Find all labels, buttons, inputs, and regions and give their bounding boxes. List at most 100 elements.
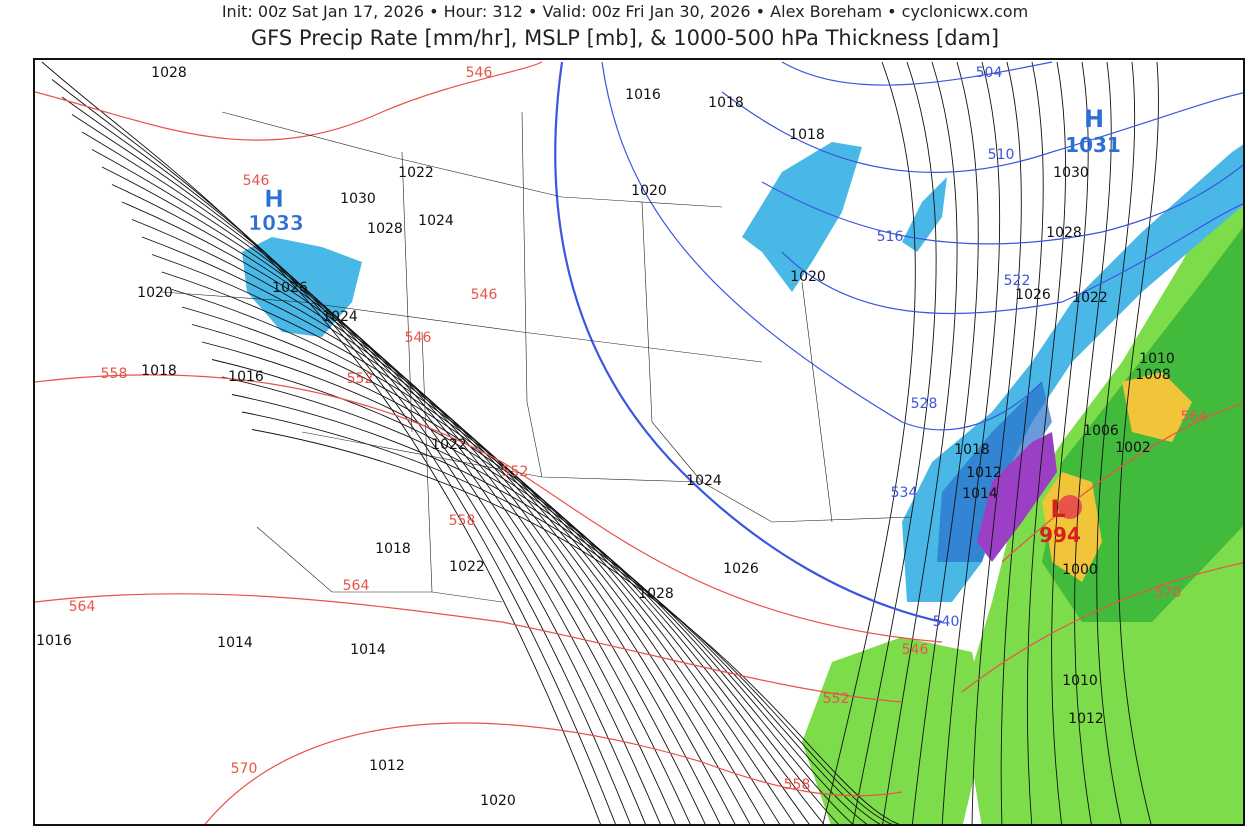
isobar-line xyxy=(1051,61,1089,824)
isobar-label: 1012 xyxy=(966,465,1002,481)
isobar-line xyxy=(911,61,979,824)
isobar-line xyxy=(191,324,825,824)
isobar-line xyxy=(161,271,781,824)
isobar-line xyxy=(51,79,616,824)
isobar-label: 1028 xyxy=(151,65,187,81)
isobar-line xyxy=(1074,61,1112,824)
thickness-label-warm: 546 xyxy=(902,642,929,658)
thickness-line-cold xyxy=(761,164,1243,245)
isobar-label: 1008 xyxy=(1135,367,1171,383)
thickness-label-warm: 564 xyxy=(343,578,370,594)
thickness-label-warm: 564 xyxy=(1181,409,1208,425)
thickness-contours xyxy=(35,61,1243,824)
heavy-rain-band xyxy=(1122,372,1192,442)
rain-area-gulf xyxy=(802,637,987,824)
isobar-label: 1024 xyxy=(322,309,358,325)
isobar-label: 1012 xyxy=(1068,711,1104,727)
isobar-line xyxy=(201,341,839,824)
isobar-line xyxy=(111,184,706,824)
isobar-line xyxy=(251,429,900,824)
isobar-line xyxy=(171,289,795,824)
isobar-label: 1014 xyxy=(217,635,253,651)
isobar-label: 1016 xyxy=(228,369,264,385)
thickness-label-warm: 546 xyxy=(243,173,270,189)
isobar-line xyxy=(1118,61,1159,824)
svg-text:1031: 1031 xyxy=(1065,133,1121,157)
isobar-label: 1018 xyxy=(789,127,825,143)
isobar-label: 1026 xyxy=(272,280,308,296)
isobar-label: 1010 xyxy=(1139,351,1175,367)
svg-text:994: 994 xyxy=(1039,523,1081,547)
isobar-label: 1014 xyxy=(350,642,386,658)
thickness-label-cold: 516 xyxy=(877,229,904,245)
isobar-label: 1028 xyxy=(367,221,403,237)
isobar-label: 1024 xyxy=(418,213,454,229)
thickness-line-warm xyxy=(35,374,943,643)
isobar-label: 1020 xyxy=(790,269,826,285)
isobar-label: 1022 xyxy=(449,559,485,575)
thickness-line-cold xyxy=(721,91,1243,174)
thickness-label-warm: 552 xyxy=(823,691,850,707)
isobar-label: 1006 xyxy=(1083,423,1119,439)
thickness-label-warm: 552 xyxy=(502,464,529,480)
isobar-line xyxy=(41,61,601,824)
snow-area-lakes xyxy=(742,142,862,292)
thickness-line-warm xyxy=(961,562,1243,693)
isobar-label: 1022 xyxy=(431,437,467,453)
isobar-label: 1026 xyxy=(1015,287,1051,303)
isobar-label: 1022 xyxy=(398,165,434,181)
state-borders xyxy=(161,111,913,603)
thickness-label-cold: 534 xyxy=(891,485,918,501)
heavy-rain-core xyxy=(1042,472,1102,582)
thickness-label-warm: 564 xyxy=(69,599,96,615)
isobar-label: 1018 xyxy=(708,95,744,111)
thickness-line-warm xyxy=(1001,402,1243,563)
svg-text:1033: 1033 xyxy=(248,211,304,235)
isobar-label: 1028 xyxy=(1046,225,1082,241)
isobar-line xyxy=(71,114,646,824)
pressure-center-low: L 994 xyxy=(1039,495,1081,547)
snow-area-northeast xyxy=(902,177,947,252)
isobar-label: 1030 xyxy=(340,191,376,207)
isobar-line xyxy=(941,61,1001,824)
isobar-label: 1020 xyxy=(631,183,667,199)
isobar-label: 1026 xyxy=(723,561,759,577)
isobar-line xyxy=(852,61,937,824)
isobar-line xyxy=(151,254,766,824)
thickness-line-cold xyxy=(781,203,1243,315)
thickness-label-warm: 570 xyxy=(231,761,258,777)
thickness-line-cold xyxy=(554,61,943,624)
isobar-line xyxy=(822,61,916,824)
svg-text:H: H xyxy=(264,185,284,213)
isobar-line xyxy=(1096,61,1136,824)
isobar-label: 1016 xyxy=(625,87,661,103)
isobar-label: 1028 xyxy=(638,586,674,602)
svg-text:L: L xyxy=(1050,495,1065,523)
isobar-label: 1000 xyxy=(1062,562,1098,578)
pressure-center-high-west: H 1033 xyxy=(248,185,304,236)
thickness-label-warm: 570 xyxy=(1155,585,1182,601)
svg-text:H: H xyxy=(1084,105,1104,133)
heavy-rain-core-red xyxy=(1058,495,1082,519)
isobar-label: 1020 xyxy=(137,285,173,301)
thickness-label-warm: 558 xyxy=(101,366,128,382)
isobar-line xyxy=(882,61,958,824)
thickness-label-cold: 522 xyxy=(1004,273,1031,289)
thickness-line-warm xyxy=(35,593,903,703)
isobar-label: 1022 xyxy=(1072,290,1108,306)
isobar-line xyxy=(231,394,881,824)
isobar-label: 1024 xyxy=(686,473,722,489)
isobar-line xyxy=(91,149,676,824)
thickness-line-warm xyxy=(35,61,543,141)
isobar-line xyxy=(121,201,721,824)
isobar-label: 1030 xyxy=(1053,165,1089,181)
isobar-label: 1016 xyxy=(36,633,72,649)
thickness-label-cold: 528 xyxy=(911,396,938,412)
isobar-line xyxy=(141,236,751,824)
isobar-label: 1010 xyxy=(1062,673,1098,689)
isobar-line xyxy=(61,96,631,824)
map-title: GFS Precip Rate [mm/hr], MSLP [mb], & 10… xyxy=(250,26,1000,50)
thickness-line-cold xyxy=(781,61,1053,86)
thickness-line-warm xyxy=(204,722,903,824)
thickness-label-warm: 552 xyxy=(347,371,374,387)
